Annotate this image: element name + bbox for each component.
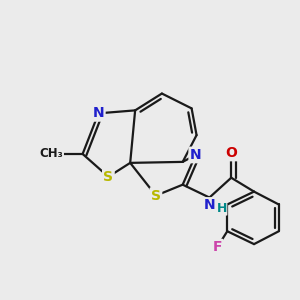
Text: S: S — [103, 170, 113, 184]
Text: S: S — [151, 189, 161, 202]
Text: CH₃: CH₃ — [39, 148, 63, 160]
Text: N: N — [204, 199, 215, 212]
Text: N: N — [190, 148, 201, 162]
Text: O: O — [225, 146, 237, 160]
Text: N: N — [93, 106, 104, 120]
Text: F: F — [213, 240, 222, 254]
Text: H: H — [216, 202, 227, 215]
